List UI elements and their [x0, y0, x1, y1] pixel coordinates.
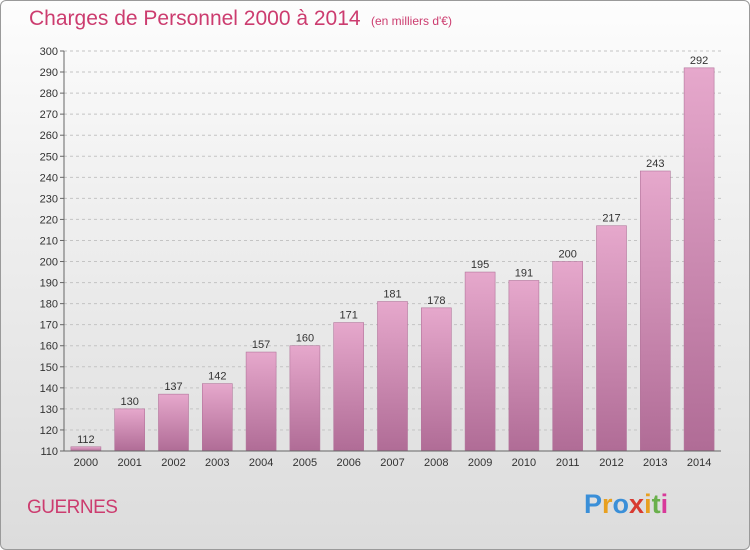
- logo-letter: i: [644, 489, 652, 519]
- data-label: 171: [340, 310, 358, 322]
- logo-letter: P: [584, 489, 603, 519]
- y-tick-label: 170: [40, 320, 58, 332]
- x-tick-label: 2011: [556, 457, 580, 469]
- data-label: 130: [121, 396, 139, 408]
- bar: [683, 67, 715, 452]
- x-tick-label: 2005: [293, 457, 317, 469]
- data-label: 195: [471, 259, 489, 271]
- bars: [70, 67, 715, 452]
- y-tick-label: 250: [40, 151, 58, 163]
- bar: [70, 446, 102, 452]
- data-label: 160: [296, 333, 314, 345]
- proxiti-logo[interactable]: Proxiti: [584, 489, 668, 520]
- y-tick-label: 230: [40, 193, 58, 205]
- logo-letter: r: [602, 489, 613, 519]
- chart-subtitle: (en milliers d'€): [371, 14, 452, 28]
- logo-letter: o: [612, 489, 630, 519]
- y-tick-label: 160: [40, 341, 58, 353]
- data-label: 178: [427, 295, 445, 307]
- x-tick-label: 2009: [468, 457, 492, 469]
- bar: [289, 345, 321, 452]
- logo-letter: t: [651, 489, 661, 519]
- data-label: 292: [690, 55, 708, 67]
- data-label: 200: [559, 249, 577, 261]
- data-label: 137: [164, 381, 182, 393]
- data-label: 191: [515, 267, 533, 279]
- logo-letter: i: [660, 489, 669, 519]
- y-tick-label: 210: [40, 235, 58, 247]
- x-tick-label: 2013: [643, 457, 667, 469]
- bar: [420, 307, 452, 452]
- x-tick-label: 2002: [161, 457, 185, 469]
- x-tick-label: 2006: [336, 457, 360, 469]
- chart-title: Charges de Personnel 2000 à 2014: [29, 7, 361, 30]
- bar: [333, 322, 365, 452]
- data-label: 243: [646, 158, 664, 170]
- bar: [377, 301, 408, 452]
- y-tick-label: 140: [40, 383, 58, 395]
- x-tick-label: 2014: [687, 457, 711, 469]
- x-tick-label: 2012: [599, 457, 623, 469]
- y-tick-label: 190: [40, 278, 58, 290]
- data-label: 181: [383, 289, 401, 301]
- x-tick-label: 2001: [117, 457, 141, 469]
- bar: [245, 351, 277, 452]
- bar: [158, 393, 189, 452]
- x-tick-label: 2008: [424, 457, 448, 469]
- y-tick-label: 290: [40, 67, 58, 79]
- bar: [552, 261, 584, 452]
- y-tick-label: 180: [40, 299, 58, 311]
- axes: 110 120 130 140 150 160 170 180 190 200 210 220 230 2…: [40, 46, 721, 469]
- y-tick-label: 220: [40, 214, 58, 226]
- y-tick-label: 200: [40, 257, 58, 269]
- y-tick-label: 270: [40, 109, 58, 121]
- y-tick-label: 300: [40, 46, 58, 58]
- data-label: 142: [208, 371, 226, 383]
- logo-letter: x: [629, 489, 645, 519]
- x-tick-label: 2004: [249, 457, 273, 469]
- y-tick-label: 120: [40, 425, 58, 437]
- y-tick-label: 130: [40, 404, 58, 416]
- x-tick-label: 2010: [512, 457, 536, 469]
- x-tick-label: 2003: [205, 457, 229, 469]
- bar: [202, 383, 233, 452]
- town-name: GUERNES: [27, 497, 118, 518]
- data-label: 217: [602, 213, 620, 225]
- bar: [114, 408, 145, 452]
- bar: [464, 271, 496, 452]
- data-labels: 112 130 137 142 157 160 171 181 178 195 191 200 217 2…: [77, 55, 708, 446]
- y-tick-label: 260: [40, 130, 58, 142]
- bar: [596, 225, 627, 452]
- y-tick-label: 280: [40, 88, 58, 100]
- bar: [639, 170, 671, 452]
- y-tick-label: 240: [40, 172, 58, 184]
- x-tick-label: 2007: [380, 457, 404, 469]
- data-label: 112: [77, 434, 95, 446]
- bar: [508, 280, 540, 452]
- y-tick-label: 110: [40, 446, 58, 458]
- y-tick-label: 150: [40, 362, 58, 374]
- data-label: 157: [252, 339, 270, 351]
- x-tick-label: 2000: [74, 457, 98, 469]
